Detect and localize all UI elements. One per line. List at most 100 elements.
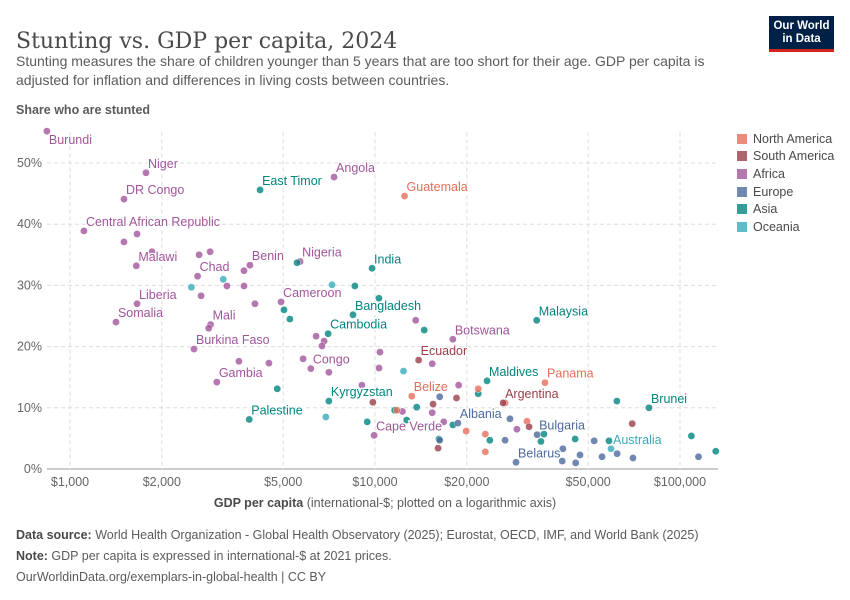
data-point: [399, 367, 408, 375]
point-label: Burkina Faso: [196, 333, 270, 347]
data-point: [133, 299, 141, 308]
data-point: [499, 399, 507, 407]
data-point: [402, 416, 411, 424]
data-point: [330, 173, 338, 181]
data-point: [687, 432, 696, 440]
data-point: [195, 250, 203, 259]
data-point: [245, 415, 254, 424]
point-label: Bulgaria: [539, 419, 585, 433]
point-label: Central African Republic: [86, 215, 220, 229]
data-point: [613, 397, 621, 405]
data-point: [506, 415, 514, 423]
data-point: [133, 230, 141, 238]
legend-label: Oceania: [753, 219, 800, 234]
x-axis-label-rest: (international-$; plotted on a logarithm…: [303, 496, 557, 510]
data-point: [434, 444, 442, 452]
source-label: Data source:: [16, 528, 92, 542]
data-point: [277, 298, 285, 306]
data-point: [694, 452, 703, 461]
data-point: [120, 238, 128, 246]
data-point: [711, 447, 720, 456]
legend-item[interactable]: South America: [737, 148, 834, 166]
footer-link[interactable]: OurWorldinData.org/exemplars-in-global-h…: [16, 570, 327, 584]
point-label: Bangladesh: [355, 299, 421, 313]
x-axis-label-bold: GDP per capita: [213, 496, 304, 510]
data-point: [142, 168, 150, 177]
point-label: Niger: [148, 157, 178, 171]
data-point: [256, 186, 264, 194]
data-point: [513, 425, 521, 434]
data-point: [286, 315, 294, 323]
data-point: [322, 413, 330, 421]
data-point: [325, 368, 333, 377]
data-point: [235, 357, 243, 366]
data-point: [193, 272, 202, 281]
data-point: [428, 408, 436, 417]
data-point: [265, 359, 273, 367]
data-point: [613, 449, 621, 458]
legend-swatch: [737, 186, 747, 197]
data-point: [318, 342, 326, 350]
point-label: Chad: [200, 260, 230, 274]
legend-swatch: [737, 221, 747, 232]
data-point: [537, 437, 545, 446]
legend-item[interactable]: Asia: [737, 200, 834, 218]
data-point: [393, 406, 401, 415]
point-label: Congo: [313, 353, 350, 367]
note-label: Note:: [16, 549, 48, 563]
data-point: [452, 394, 461, 402]
data-point: [428, 359, 436, 368]
point-label: Brunei: [651, 392, 687, 406]
data-point: [571, 459, 580, 467]
owid-logo[interactable]: Our World in Data: [769, 16, 834, 52]
data-point: [325, 397, 333, 405]
point-label: Cameroon: [283, 286, 341, 300]
x-tick-label: $5,000: [264, 475, 302, 489]
data-point: [590, 437, 598, 445]
point-label: East Timor: [262, 174, 322, 188]
legend-item[interactable]: Africa: [737, 165, 834, 183]
data-point: [307, 364, 315, 373]
data-point: [412, 403, 421, 411]
data-point: [607, 445, 615, 453]
data-point: [559, 445, 567, 453]
data-point: [439, 418, 448, 426]
data-point: [375, 364, 383, 372]
data-point: [219, 275, 228, 284]
data-point: [533, 430, 541, 439]
legend-swatch: [737, 133, 747, 144]
chart-title: Stunting vs. GDP per capita, 2024: [16, 28, 398, 54]
data-point: [370, 431, 378, 440]
point-label: Maldives: [489, 365, 538, 379]
data-point: [571, 435, 579, 443]
legend-item[interactable]: North America: [737, 130, 834, 148]
point-label: Belarus: [518, 446, 560, 460]
point-label: Botswana: [455, 323, 510, 337]
data-point: [112, 318, 120, 326]
point-label: Kyrgyzstan: [331, 385, 393, 399]
data-point: [324, 329, 332, 338]
legend-swatch: [737, 204, 747, 215]
legend-item[interactable]: Oceania: [737, 218, 834, 236]
data-point: [43, 127, 51, 135]
data-point: [204, 324, 213, 333]
logo-text: Our World in Data: [773, 20, 830, 45]
data-point: [240, 266, 248, 275]
point-label: Belize: [414, 380, 448, 394]
data-point: [351, 282, 359, 290]
point-label: Cape Verde: [376, 419, 442, 433]
legend-label: South America: [753, 149, 835, 164]
x-tick-label: $50,000: [566, 475, 611, 489]
data-point: [474, 385, 483, 393]
data-point: [598, 452, 606, 461]
point-label: Somalia: [118, 306, 163, 320]
data-point: [132, 262, 141, 270]
legend-item[interactable]: Europe: [737, 183, 834, 201]
point-label: DR Congo: [126, 183, 184, 197]
data-point: [449, 335, 457, 344]
data-point: [435, 436, 444, 445]
legend: North America South America Africa Europe As…: [737, 130, 834, 236]
point-label: Gambia: [219, 366, 263, 380]
data-point: [454, 381, 463, 389]
